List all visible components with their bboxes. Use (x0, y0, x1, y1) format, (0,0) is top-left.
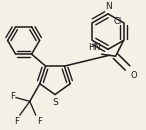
Text: N: N (105, 2, 111, 11)
Text: F: F (37, 117, 42, 126)
Text: F: F (10, 92, 15, 101)
Text: Cl: Cl (113, 17, 122, 26)
Text: S: S (52, 98, 58, 106)
Text: HN: HN (88, 43, 101, 52)
Text: F: F (14, 117, 19, 126)
Text: O: O (131, 71, 137, 80)
